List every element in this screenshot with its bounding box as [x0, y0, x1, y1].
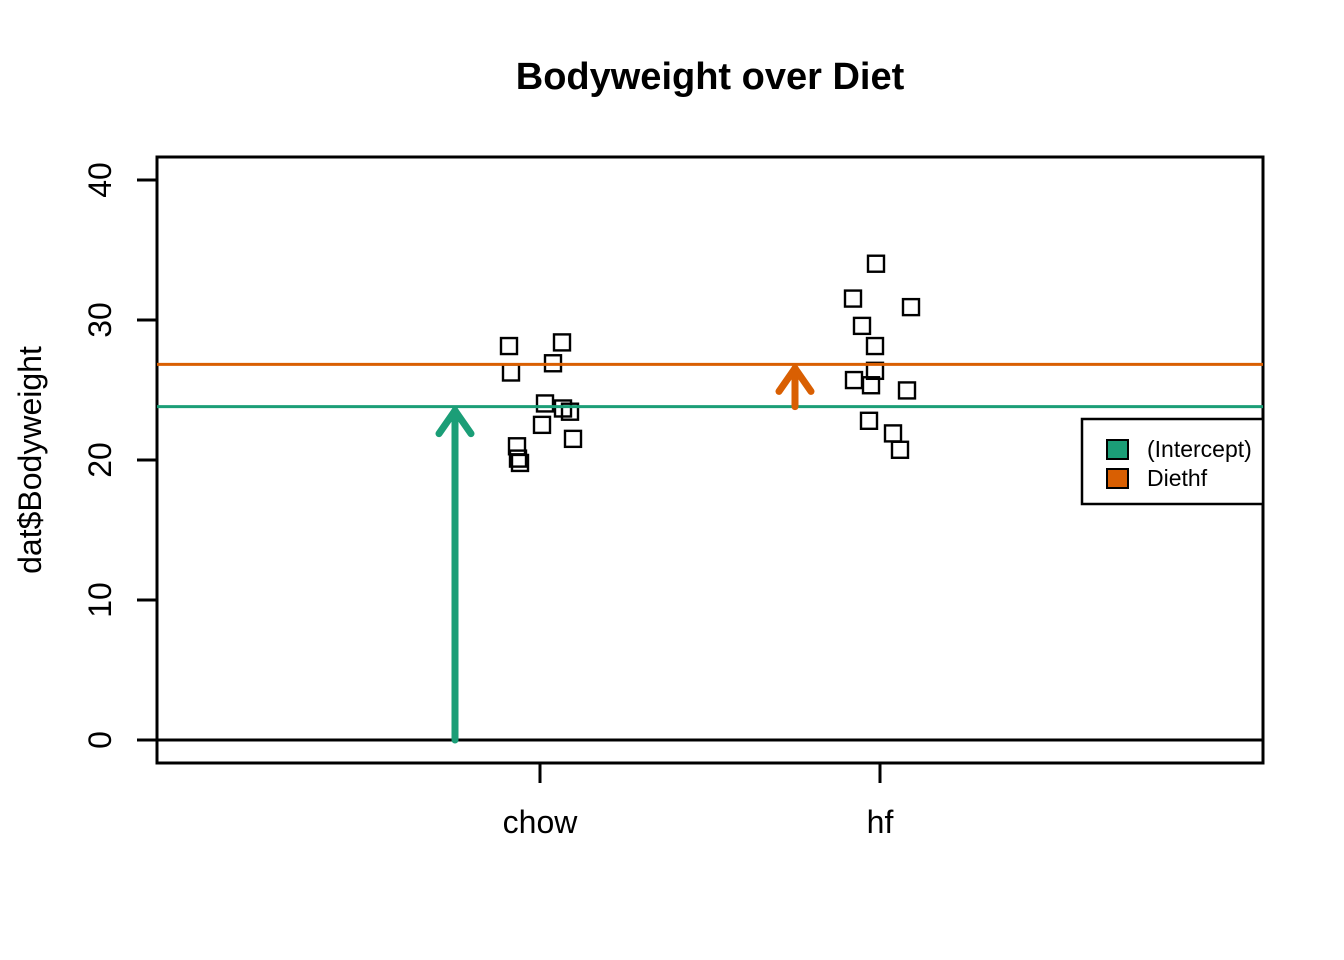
data-point-square [499, 336, 519, 356]
y-axis-label: dat$Bodyweight [12, 346, 48, 574]
legend-box [1080, 417, 1265, 506]
y-tick-label: 30 [82, 302, 118, 338]
y-tick-label: 20 [82, 442, 118, 478]
data-point-square [852, 316, 872, 336]
data-point-square [901, 297, 921, 317]
data-point-square [532, 415, 552, 435]
legend-swatch-2 [1106, 468, 1129, 489]
chart-title: Bodyweight over Diet [515, 56, 905, 98]
data-point-square [861, 376, 881, 395]
intercept-arrow [435, 407, 475, 744]
data-point-square [865, 361, 885, 381]
legend-label-1: (Intercept) [1147, 436, 1252, 462]
data-point-square [535, 394, 555, 413]
data-point-square [501, 363, 521, 382]
intercept-arrow-head-left [435, 407, 459, 438]
x-tick-label: hf [867, 804, 894, 840]
data-point-square [844, 370, 864, 390]
diethf-arrow-head-left [775, 364, 799, 395]
data-point-square [890, 440, 910, 459]
diethf-arrow [775, 364, 815, 411]
data-point-square [859, 411, 879, 430]
y-tick-label: 40 [82, 162, 118, 198]
data-point-square [563, 429, 583, 449]
data-point-square [552, 333, 572, 352]
data-point-square [508, 449, 528, 468]
y-tick-label: 10 [82, 582, 118, 618]
legend-swatch-1 [1106, 439, 1129, 460]
intercept-arrow-head-right [451, 407, 475, 438]
data-point-square [553, 399, 573, 418]
diethf-arrow-head-right [791, 364, 815, 395]
data-point-square [897, 381, 917, 400]
data-point-square [866, 254, 886, 273]
legend-label-2: Diethf [1147, 465, 1208, 491]
data-point-square [865, 336, 885, 356]
data-point-square [507, 437, 527, 456]
data-point-square [843, 289, 863, 308]
y-tick-label: 0 [82, 731, 118, 749]
data-point-square [883, 424, 903, 443]
x-tick-label: chow [503, 804, 579, 840]
